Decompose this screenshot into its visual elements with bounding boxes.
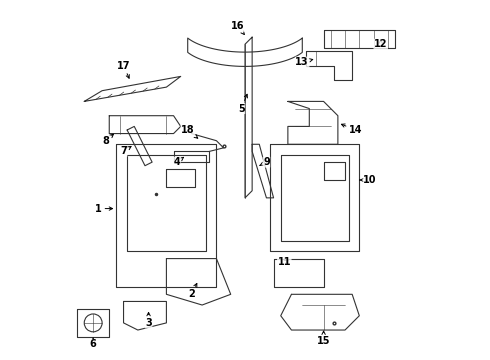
- Text: 8: 8: [102, 134, 113, 146]
- Text: 6: 6: [90, 338, 97, 349]
- Text: 1: 1: [95, 203, 113, 213]
- Text: 4: 4: [174, 157, 184, 167]
- Text: 9: 9: [260, 157, 270, 167]
- Text: 13: 13: [295, 57, 313, 67]
- Text: 7: 7: [120, 147, 131, 157]
- Text: 5: 5: [238, 94, 247, 113]
- Text: 15: 15: [317, 331, 330, 346]
- Text: 16: 16: [231, 21, 245, 35]
- Text: 11: 11: [277, 257, 291, 267]
- Text: 12: 12: [374, 39, 388, 49]
- Text: 3: 3: [145, 312, 152, 328]
- Text: 14: 14: [342, 124, 363, 135]
- Text: 10: 10: [360, 175, 377, 185]
- Text: 18: 18: [181, 125, 198, 138]
- Text: 17: 17: [117, 61, 130, 78]
- Text: 2: 2: [188, 283, 197, 299]
